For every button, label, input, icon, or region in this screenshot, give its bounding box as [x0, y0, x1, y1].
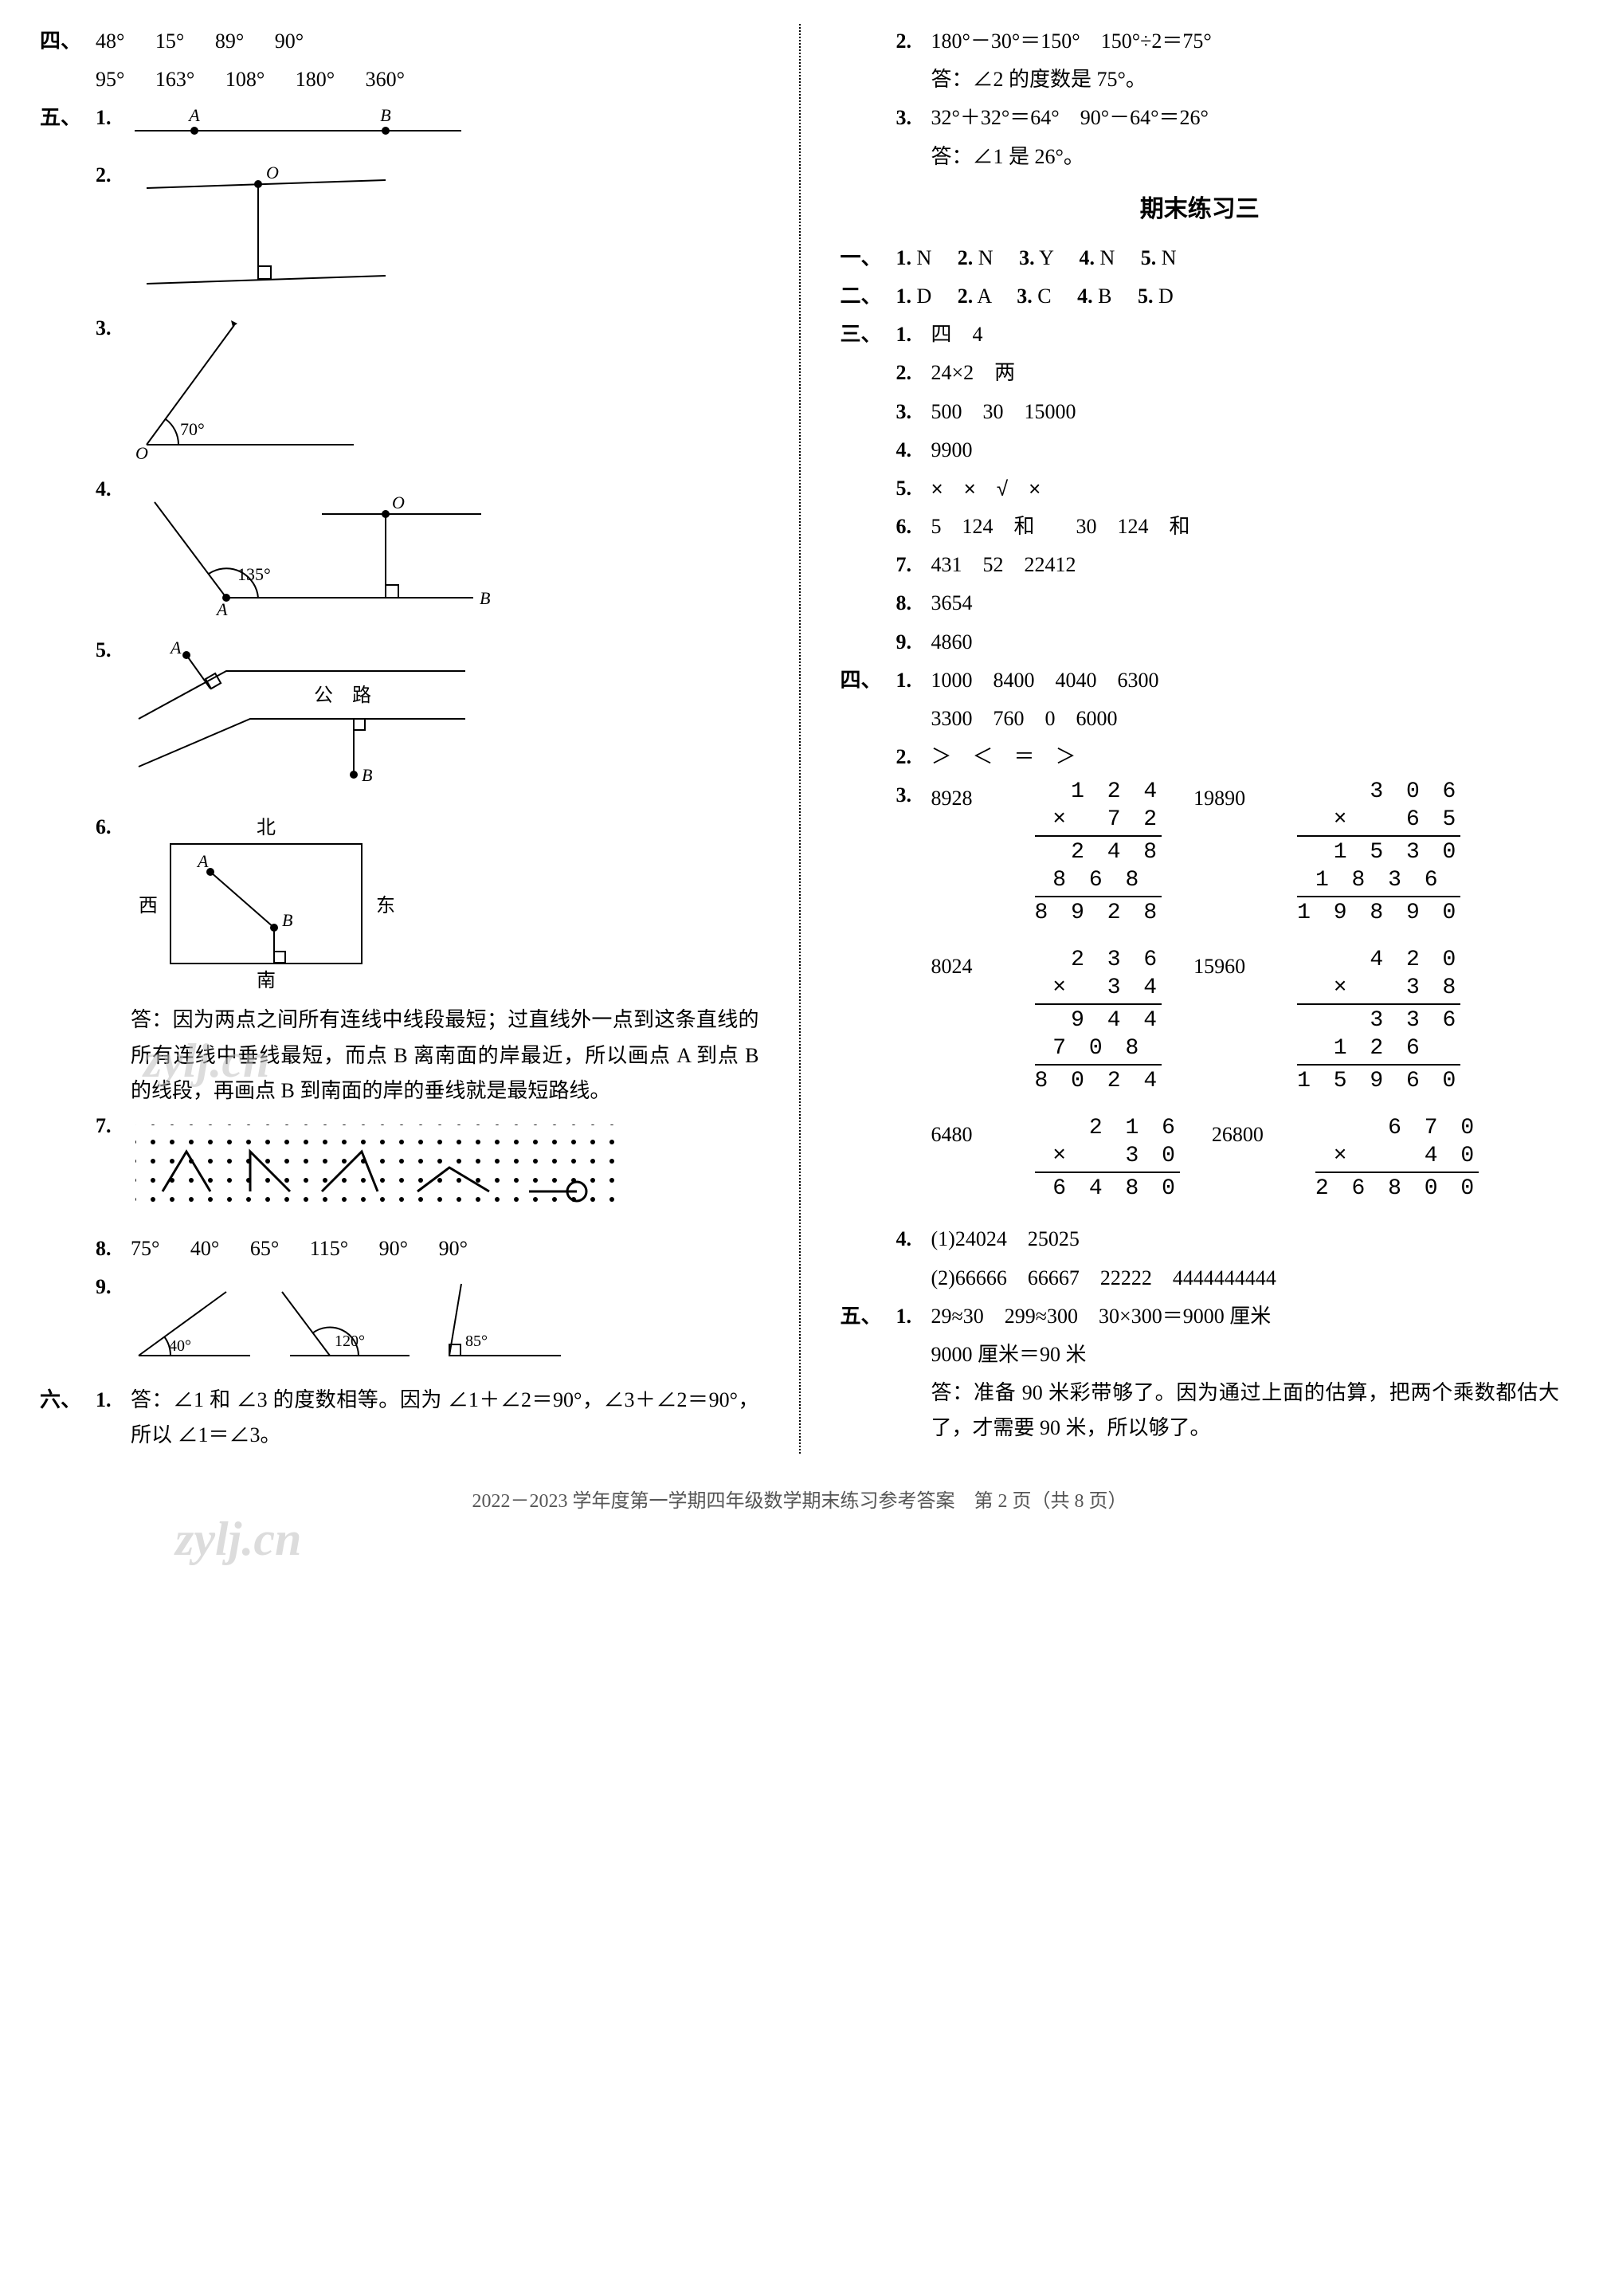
- r-sec2: 二、 1. D 2. A 3. C 4. B 5. D: [841, 279, 1560, 314]
- column-divider: [799, 24, 801, 1454]
- sec4-values-1: 48° 15° 89° 90°: [96, 24, 759, 59]
- sec5-q8: 8. 75° 40° 65° 115° 90° 90°: [40, 1231, 759, 1266]
- q7-label: 7.: [96, 1109, 131, 1144]
- fig-angle-70: 70° O: [131, 317, 370, 461]
- r-sec4-q1: 四、 1. 1000 8400 4040 6300: [841, 663, 1560, 698]
- sec4-values-2: 95° 163° 108° 180° 360°: [96, 62, 759, 97]
- section-title: 期末练习三: [841, 189, 1560, 230]
- sec5-q3: 3. 70° O: [40, 311, 759, 472]
- fig-line-ab: A B: [131, 107, 465, 147]
- sec5-label: 五、: [40, 100, 96, 135]
- r-sec1: 一、 1. N 2. N 3. Y 4. N 5. N: [841, 241, 1560, 276]
- r-sec5-q1-ans: 答：准备 90 米彩带够了。因为通过上面的估算，把两个乘数都估大了，才需要 90…: [841, 1376, 1560, 1446]
- r-sec3-q7: 7.431 52 22412: [841, 548, 1560, 583]
- page-root: 四、 48° 15° 89° 90° 95° 163° 108° 180° 36…: [0, 0, 1599, 1470]
- vmult-0b: 3 0 6 × 6 5 1 5 3 0 1 8 3 6 1 9 8 9 0: [1297, 778, 1460, 927]
- svg-text:A: A: [215, 599, 228, 619]
- svg-text:40°: 40°: [169, 1337, 191, 1355]
- rc-q3: 3. 32°＋32°＝64° 90°－64°＝26°: [841, 100, 1560, 135]
- r-sec3-q8: 8.3654: [841, 586, 1560, 621]
- svg-text:135°: 135°: [237, 564, 271, 584]
- vmult-2a: 2 1 6 × 3 0 6 4 8 0: [1035, 1114, 1180, 1203]
- fig-compass-box: 北 南 西 东 A B: [131, 816, 417, 991]
- svg-text:B: B: [480, 588, 490, 608]
- sec5-q6: 6. 北 南 西 东 A B 答：因为两点之间所有连线中线段最短；过直线外一点到…: [40, 810, 759, 1109]
- svg-text:B: B: [282, 910, 292, 930]
- fig-dot-grid: [131, 1120, 625, 1215]
- r-sec3-q6: 6.5 124 和 30 124 和: [841, 509, 1560, 544]
- r-sec3-q2: 2.24×2 两: [841, 355, 1560, 391]
- r-sec3-q1: 三、 1. 四 4: [841, 317, 1560, 352]
- svg-text:120°: 120°: [335, 1332, 365, 1350]
- fig-road: 公 路 A B: [131, 639, 473, 799]
- svg-text:B: B: [380, 107, 390, 125]
- sec4-label: 四、: [40, 24, 96, 59]
- svg-text:南: 南: [257, 970, 276, 991]
- q6-answer: 答：因为两点之间所有连线中线段最短；过直线外一点到这条直线的所有连线中垂线最短，…: [131, 1003, 759, 1109]
- q3-label: 3.: [96, 311, 131, 346]
- q5-label: 5.: [96, 633, 131, 668]
- q8-label: 8.: [96, 1231, 131, 1266]
- svg-text:北: 北: [257, 817, 276, 838]
- vmult-1b: 4 2 0 × 3 8 3 3 6 1 2 6 1 5 9 6 0: [1297, 946, 1460, 1095]
- vmult-2b: 6 7 0 × 4 0 2 6 8 0 0: [1315, 1114, 1479, 1203]
- svg-text:O: O: [135, 443, 148, 461]
- sec5-q5: 5. 公 路 A B: [40, 633, 759, 810]
- svg-text:85°: 85°: [465, 1332, 488, 1350]
- r-sec3-q9: 9.4860: [841, 625, 1560, 660]
- r-sec3-q5: 5.× × √ ×: [841, 471, 1560, 506]
- svg-text:公 路: 公 路: [314, 685, 371, 706]
- page-footer: 2022－2023 学年度第一学期四年级数学期末练习参考答案 第 2 页（共 8…: [0, 1486, 1599, 1542]
- r-sec5-q1b: 9000 厘米＝90 米: [841, 1337, 1560, 1372]
- sec5-q4: 4. A B 135° O: [40, 472, 759, 633]
- r-sec4-q4b: (2)66666 66667 22222 4444444444: [841, 1261, 1560, 1296]
- svg-text:A: A: [169, 639, 182, 657]
- r-sec4-q1b: 3300 760 0 6000: [841, 701, 1560, 736]
- fig-three-angles: 40° 120° 85°: [131, 1276, 577, 1372]
- sec6-label: 六、: [40, 1383, 96, 1418]
- r-sec4-q4a: 4. (1)24024 25025: [841, 1222, 1560, 1257]
- r-sec5-q1: 五、 1. 29≈30 299≈300 30×300＝9000 厘米: [841, 1299, 1560, 1334]
- svg-text:O: O: [392, 493, 405, 512]
- svg-text:O: O: [266, 164, 279, 183]
- right-column: 2. 180°－30°＝150° 150°÷2＝75° 答：∠2 的度数是 75…: [825, 24, 1560, 1454]
- q1-label: 1.: [96, 100, 131, 135]
- sec6-q1-text: 答：∠1 和 ∠3 的度数相等。因为 ∠1＋∠2＝90°，∠3＋∠2＝90°，所…: [131, 1383, 759, 1453]
- fig-angle-135: A B 135° O: [131, 478, 497, 622]
- r-sec3-q3: 3.500 30 15000: [841, 394, 1560, 430]
- r-sec4-q2: 2. ＞ ＜ ＝ ＞: [841, 740, 1560, 775]
- vmult-0a: 1 2 4 × 7 2 2 4 8 8 6 8 8 9 2 8: [1035, 778, 1162, 927]
- sec4-row1: 四、 48° 15° 89° 90°: [40, 24, 759, 59]
- svg-text:70°: 70°: [180, 419, 205, 439]
- fig-parallel-perp: O: [131, 164, 402, 300]
- svg-text:A: A: [187, 107, 200, 125]
- r-sec3-q4: 4.9900: [841, 433, 1560, 468]
- svg-text:东: 东: [376, 895, 395, 916]
- left-column: 四、 48° 15° 89° 90° 95° 163° 108° 180° 36…: [40, 24, 775, 1454]
- q6-label: 6.: [96, 810, 131, 845]
- rc-q3-ans: 答：∠1 是 26°。: [841, 139, 1560, 175]
- r-sec4-q3: 3. 8928 1 2 4 × 7 2 2 4 8 8 6 8 8 9 2 8 …: [841, 778, 1560, 1222]
- rc-q2: 2. 180°－30°＝150° 150°÷2＝75°: [841, 24, 1560, 59]
- svg-text:A: A: [196, 851, 209, 871]
- sec6-q1: 六、 1. 答：∠1 和 ∠3 的度数相等。因为 ∠1＋∠2＝90°，∠3＋∠2…: [40, 1383, 759, 1453]
- sec5-q9: 9. 40° 120° 85°: [40, 1270, 759, 1383]
- sec6-q1-label: 1.: [96, 1383, 131, 1418]
- q9-label: 9.: [96, 1270, 131, 1305]
- sec4-row2: 95° 163° 108° 180° 360°: [40, 62, 759, 97]
- q4-label: 4.: [96, 472, 131, 507]
- sec5-q1: 五、 1. A B: [40, 100, 759, 158]
- calc-row-0: 8928 1 2 4 × 7 2 2 4 8 8 6 8 8 9 2 8 198…: [931, 778, 1560, 927]
- vmult-1a: 2 3 6 × 3 4 9 4 4 7 0 8 8 0 2 4: [1035, 946, 1162, 1095]
- svg-text:西: 西: [139, 896, 158, 916]
- calc-row-2: 6480 2 1 6 × 3 0 6 4 8 0 26800 6 7 0 × 4…: [931, 1114, 1560, 1203]
- q2-label: 2.: [96, 158, 131, 193]
- svg-text:B: B: [362, 765, 372, 785]
- sec5-q2: 2. O: [40, 158, 759, 311]
- calc-row-1: 8024 2 3 6 × 3 4 9 4 4 7 0 8 8 0 2 4 159…: [931, 946, 1560, 1095]
- rc-q2-ans: 答：∠2 的度数是 75°。: [841, 62, 1560, 97]
- sec5-q7: 7.: [40, 1109, 759, 1231]
